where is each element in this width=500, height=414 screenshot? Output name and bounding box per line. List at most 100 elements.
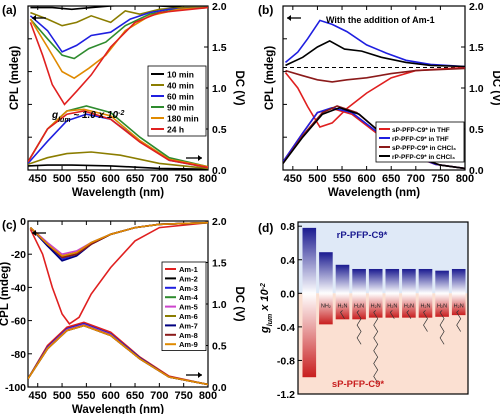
x-tick-label: 750 — [174, 390, 192, 402]
structure-label: H₂N — [371, 303, 381, 309]
bar-sP — [402, 293, 416, 318]
y-right-tick-label: 0.0 — [212, 382, 227, 394]
bar-sP — [435, 293, 449, 317]
x-tick-label: 800 — [199, 390, 217, 402]
x-tick-label: 700 — [150, 173, 168, 185]
x-tick-label: 750 — [174, 173, 192, 185]
panel-c: 450 500 550 600 650 700 750 800 Wavelength (nm) 0… — [0, 216, 245, 414]
panel-label: (d) — [258, 221, 273, 235]
legend-label: sP-PFP-C9* in THF — [392, 127, 450, 134]
x-tick-label: 700 — [407, 173, 425, 185]
x-axis-label: Wavelength (nm) — [328, 187, 420, 199]
right-arrow-head — [198, 155, 202, 161]
y-tick-label: -0.8 — [277, 355, 295, 367]
cpl-line-24-h — [29, 6, 208, 106]
structure-chain — [340, 310, 345, 319]
legend-label: 24 h — [167, 125, 184, 135]
y-axis-label: glum x 10-2 — [259, 283, 274, 334]
x-tick-label: 600 — [102, 173, 120, 185]
y-right-tick-label: 0.5 — [212, 341, 227, 353]
y-axis-label-part: x 10 — [259, 288, 271, 313]
g-lum-annotation-part: ~ 1.0 x 10 — [71, 110, 119, 121]
x-tick-label: 800 — [199, 173, 217, 185]
y-tick-label: -1.2 — [277, 389, 295, 401]
legend-label: 40 min — [167, 81, 194, 91]
structure-chain — [423, 310, 428, 332]
y-right-tick-label: 1.0 — [469, 83, 484, 95]
cpl-line-60-min — [29, 6, 208, 53]
x-axis-label: Wavelength (nm) — [72, 187, 164, 199]
y-right-tick-label: 1.0 — [212, 299, 227, 311]
structure-label: H₂N — [337, 303, 347, 309]
y-left-axis-label: CPL (mdeg) — [9, 46, 21, 110]
legend-label: 60 min — [167, 92, 194, 102]
y-right-tick-label: 2.0 — [212, 216, 227, 228]
legend-label: Am-6 — [179, 312, 198, 321]
panel-label: (c) — [2, 218, 17, 232]
y-right-tick-label: 0.5 — [212, 124, 227, 136]
structure-chain — [456, 310, 462, 332]
cpl-line-rP-PFP-C9*-in-THF — [284, 19, 465, 68]
legend-label: Am-4 — [179, 293, 199, 302]
bar-sP — [385, 293, 400, 318]
y-tick-label: 0.8 — [280, 221, 295, 233]
legend-box — [147, 65, 207, 137]
structure-label: H₂N — [354, 303, 364, 309]
y-right-tick-label: 0.0 — [469, 165, 484, 177]
y-right-tick-label: 2.0 — [469, 1, 484, 13]
x-tick-label: 500 — [53, 390, 71, 402]
cpl-line-Am-1 — [29, 221, 208, 325]
structure-label: H₂N — [420, 303, 430, 309]
bar-sP — [418, 293, 433, 318]
y-left-tick-label: -100 — [5, 382, 26, 394]
x-tick-label: 650 — [126, 390, 144, 402]
dc-line-10-min — [28, 164, 208, 170]
structure-label: H₂N — [454, 303, 464, 309]
y-left-axis-label: CPL (mdeg) — [0, 262, 11, 326]
cpl-line-sP-PFP-C9*-in-CHCl3 — [285, 67, 465, 83]
y-left-tick-label: 0 — [20, 216, 26, 228]
x-tick-label: 550 — [77, 390, 95, 402]
legend-label: rP-PFP-C9* in THF — [392, 136, 449, 143]
bar-rP — [302, 227, 317, 294]
bar-sP — [302, 293, 317, 378]
y-axis-label-part: -2 — [260, 283, 267, 289]
plot-frame — [297, 221, 469, 395]
y-left-tick-label: -80 — [11, 349, 26, 361]
panel-a: 450 500 550 600 650 700 750 800 Wavelength (nm) 0… — [2, 1, 245, 199]
y-left-tick-label: -40 — [11, 282, 26, 294]
structure-chain — [406, 310, 412, 319]
x-tick-label: 500 — [308, 173, 326, 185]
x-tick-label: 500 — [53, 173, 71, 185]
legend-label: Am-8 — [179, 331, 198, 340]
left-arrow-head — [32, 15, 36, 21]
y-right-tick-label: 1.5 — [212, 42, 227, 54]
y-right-tick-label: 2.0 — [212, 1, 227, 13]
y-left-tick-label: -20 — [11, 249, 26, 261]
x-axis-label: Wavelength (nm) — [72, 404, 164, 414]
y-axis-label-part: g — [259, 326, 271, 334]
panel-label: (b) — [258, 3, 273, 17]
structure-label: H₂N — [404, 303, 414, 309]
cpl-line-Am-5 — [29, 221, 208, 256]
legend-label: Am-5 — [179, 303, 198, 312]
x-tick-label: 600 — [102, 390, 120, 402]
structure-label: H₂N — [437, 303, 447, 309]
y-left-axis-label: CPL (mdeg) — [264, 46, 276, 110]
bar-sP — [335, 293, 350, 320]
y-right-tick-label: 1.5 — [212, 258, 227, 270]
y-right-axis-label: DC (V) — [233, 70, 245, 105]
bar-rP — [368, 268, 383, 294]
bar-sP — [451, 293, 466, 316]
legend-label: Am-3 — [179, 284, 198, 293]
legend-label: Am-7 — [179, 321, 198, 330]
b-note: With the addition of Am-1 — [326, 15, 435, 25]
left-arrow-head — [287, 15, 291, 21]
bar-rP — [402, 268, 416, 294]
cpl-line-10-min — [30, 6, 208, 11]
bar-rP — [451, 268, 466, 294]
bar-rP — [335, 264, 350, 294]
x-tick-label: 550 — [333, 173, 351, 185]
